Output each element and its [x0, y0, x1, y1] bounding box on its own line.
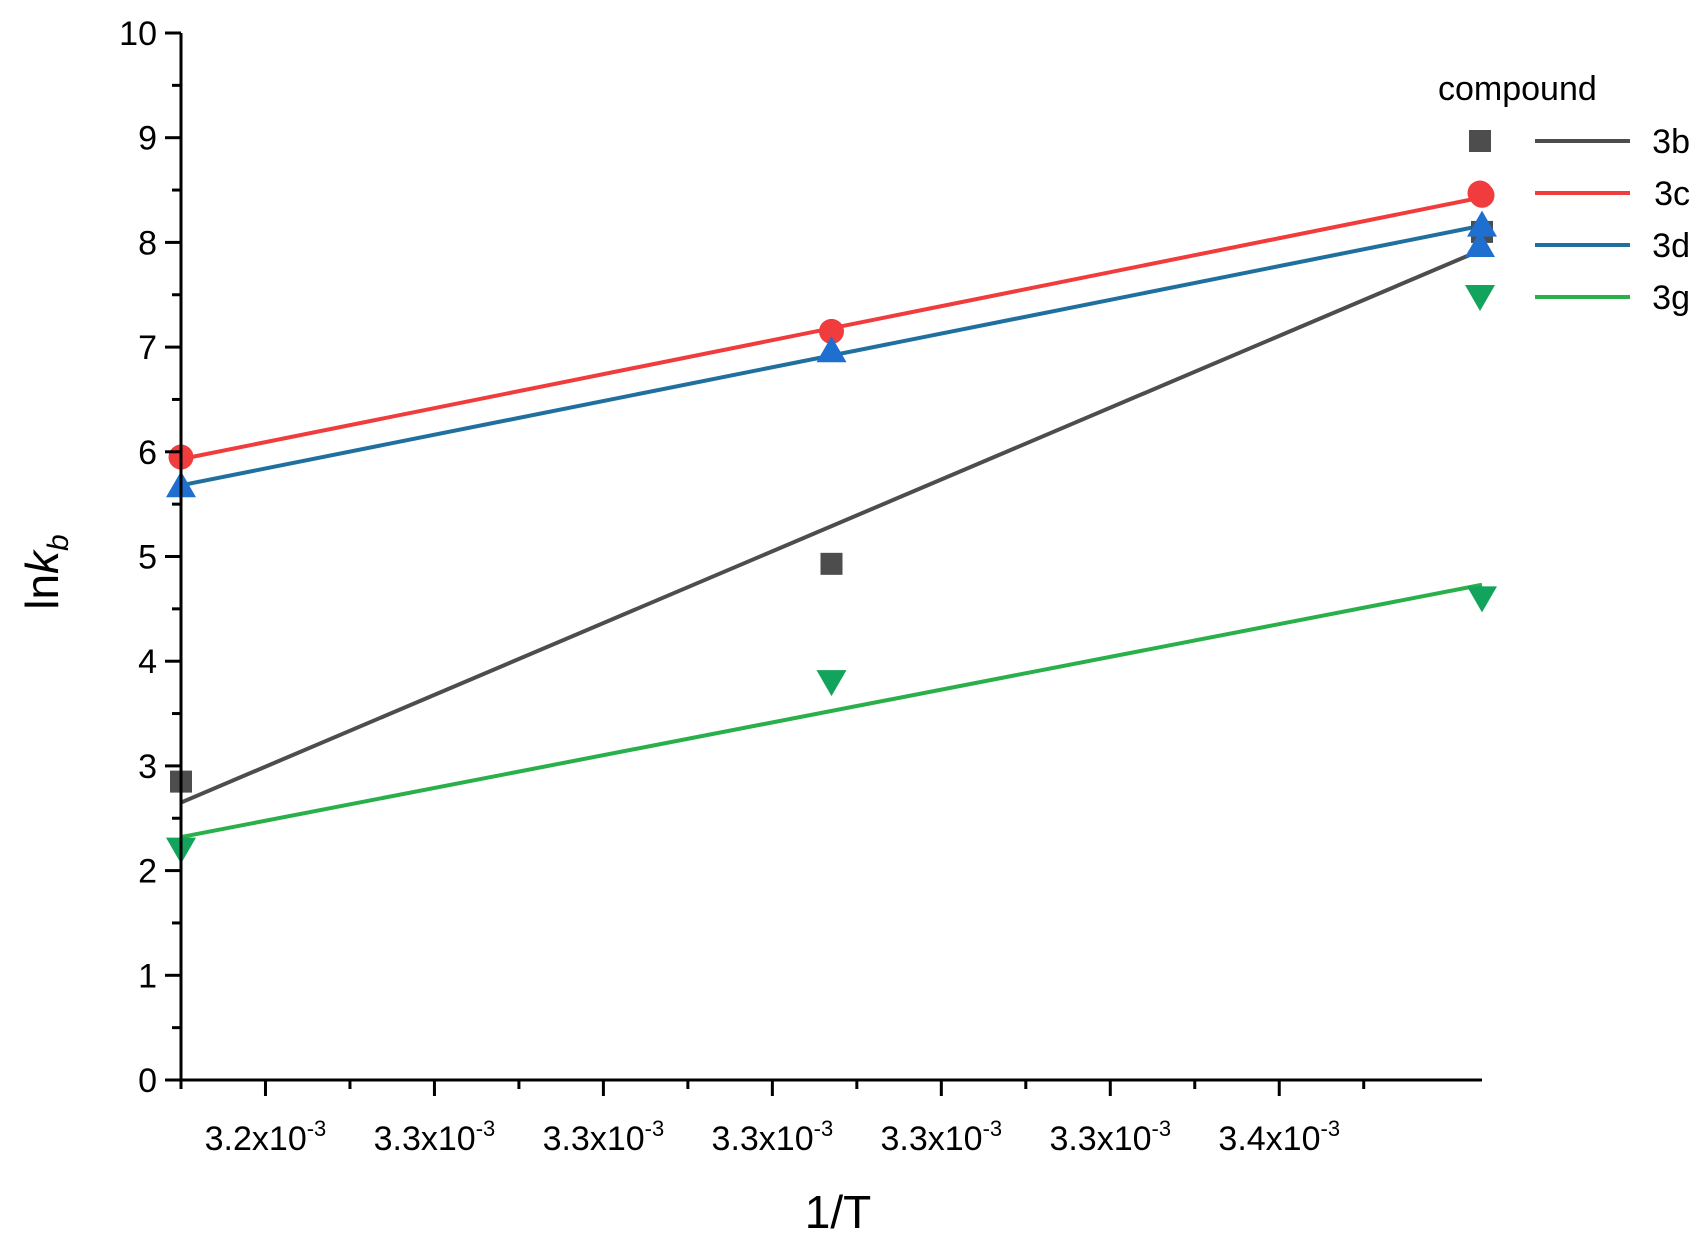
data-point-3b [820, 552, 843, 575]
fit-line-3g [180, 582, 1483, 840]
legend-label-3c: 3c [1654, 175, 1690, 213]
x-tick-label: 3.3x10-3 [1049, 1116, 1171, 1158]
data-point-3c [819, 318, 844, 344]
x-tick-label: 3.3x10-3 [880, 1116, 1002, 1158]
y-tick-label: 3 [138, 748, 157, 786]
legend-label-3b: 3b [1652, 123, 1690, 161]
y-tick-label: 5 [138, 539, 157, 577]
x-tick-label: 3.3x10-3 [712, 1116, 834, 1158]
y-tick-label: 0 [138, 1062, 157, 1100]
legend-label-3g: 3g [1652, 279, 1690, 317]
legend-label-3d: 3d [1652, 227, 1690, 265]
y-tick-label: 10 [119, 15, 157, 53]
legend-marker-3d [1465, 231, 1495, 257]
y-axis-title-italic: k [16, 549, 68, 574]
y-tick-label: 6 [138, 434, 157, 472]
y-axis-title: lnkb [16, 534, 75, 610]
legend-title: compound [1438, 70, 1597, 108]
y-tick-label: 8 [138, 224, 157, 262]
x-tick-label: 3.4x10-3 [1218, 1116, 1340, 1158]
fit-line-3b [180, 247, 1483, 805]
legend-marker-3b [1469, 130, 1491, 152]
y-tick-label: 2 [138, 853, 157, 891]
data-point-3d [816, 336, 847, 363]
x-axis-title: 1/T [805, 1186, 871, 1238]
y-tick-label: 1 [138, 957, 157, 995]
axes: 0 1 2 3 4 5 6 7 8 9 10 3.2x10-3 3.3x10-3 3.3x10-3 3.3x… [119, 15, 1482, 1158]
x-tick-label: 3.3x10-3 [374, 1116, 496, 1158]
data-point-3g [1467, 586, 1497, 613]
y-axis-title-main: ln [16, 574, 68, 610]
y-tick-label: 7 [138, 329, 157, 367]
legend: compound 3b 3c 3d 3g [1438, 70, 1690, 317]
x-tick-label: 3.2x10-3 [205, 1116, 327, 1158]
y-tick-label: 4 [138, 643, 157, 681]
y-axis-title-sub: b [42, 534, 75, 551]
data-point-3g [816, 670, 847, 697]
y-tick-label: 9 [138, 120, 157, 158]
x-tick-label: 3.3x10-3 [543, 1116, 665, 1158]
legend-marker-3c [1467, 180, 1493, 206]
data-point-3d [1467, 210, 1497, 237]
plot-area [166, 182, 1497, 864]
legend-marker-3g [1465, 285, 1495, 311]
